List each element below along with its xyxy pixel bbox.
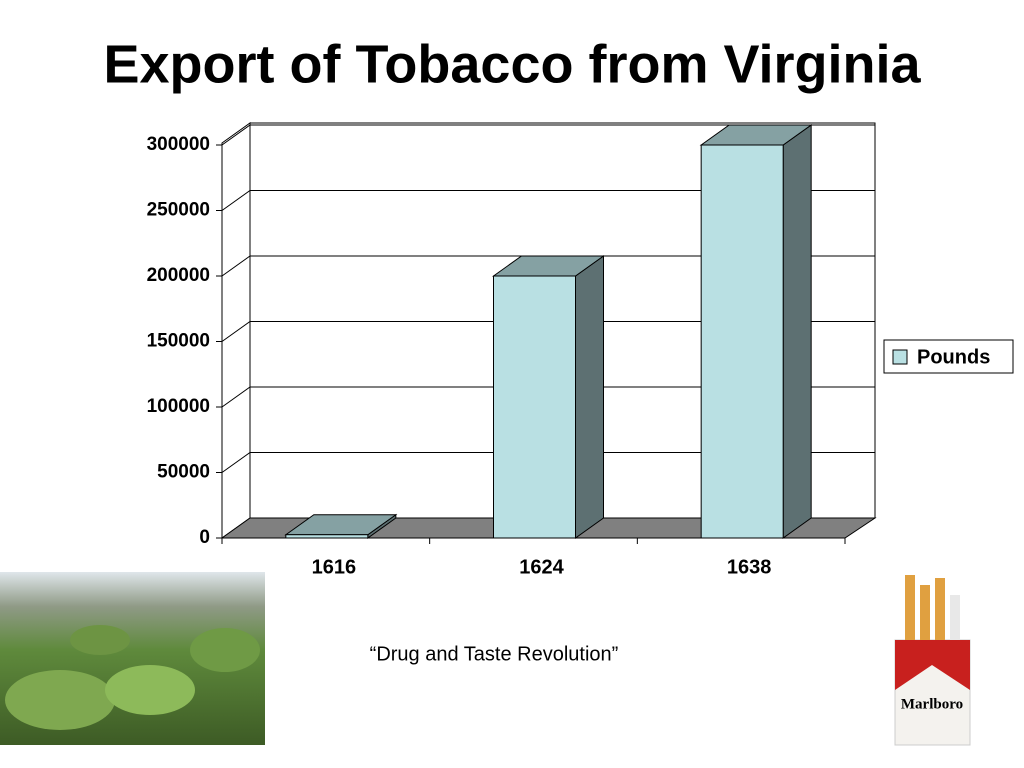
y-tick-label: 0 bbox=[199, 527, 210, 548]
grid-line bbox=[221, 452, 875, 473]
x-tick-label: 1624 bbox=[519, 556, 564, 578]
chart-title: Export of Tobacco from Virginia bbox=[103, 34, 921, 94]
side-wall bbox=[221, 122, 251, 539]
grid-line bbox=[221, 190, 875, 211]
tobacco-field-photo bbox=[0, 572, 265, 745]
grid-line bbox=[221, 255, 875, 277]
bar bbox=[493, 275, 576, 539]
cigarette-pack-photo: Marlboro bbox=[894, 575, 971, 746]
bar-side bbox=[575, 255, 604, 539]
legend-label: Pounds bbox=[917, 346, 990, 368]
bar bbox=[700, 144, 784, 539]
x-tick-label: 1616 bbox=[312, 556, 357, 578]
grid-line bbox=[221, 321, 875, 342]
y-tick-label: 100000 bbox=[147, 396, 210, 417]
grid-line bbox=[221, 124, 875, 146]
y-tick-label: 250000 bbox=[147, 200, 210, 221]
legend: Pounds bbox=[883, 339, 1014, 374]
y-tick-label: 150000 bbox=[147, 331, 210, 352]
x-tick-label: 1638 bbox=[727, 556, 772, 578]
bar-side bbox=[782, 124, 812, 539]
bar bbox=[285, 534, 369, 539]
svg-text:Marlboro: Marlboro bbox=[901, 696, 963, 712]
y-tick-label: 200000 bbox=[147, 265, 210, 286]
y-tick-label: 300000 bbox=[147, 134, 210, 155]
caption: “Drug and Taste Revolution” bbox=[370, 643, 619, 665]
y-tick-label: 50000 bbox=[157, 462, 210, 483]
legend-swatch bbox=[892, 349, 908, 365]
grid-line bbox=[221, 386, 875, 408]
